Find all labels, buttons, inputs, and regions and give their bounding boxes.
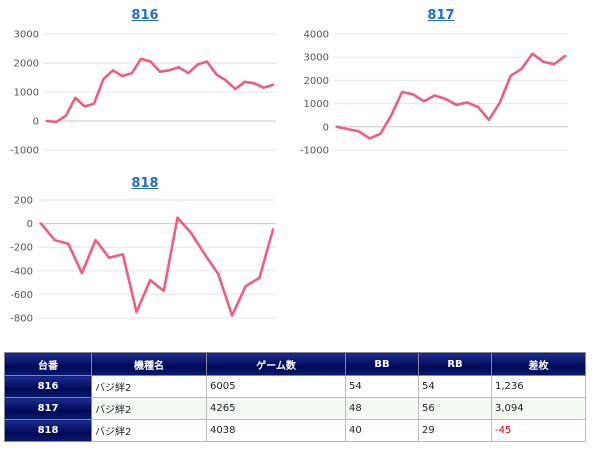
table-header-row: 台番 機種名 ゲーム数 BB RB 差枚 (4, 352, 586, 376)
diff-cell: -45 (491, 419, 586, 442)
y-tick-label: -1000 (10, 146, 39, 157)
bb-cell: 54 (345, 375, 419, 398)
chart-817: 817 -1000 0 1000 2000 3000 4000 (296, 8, 586, 158)
chart-svg-816: -1000 0 1000 2000 3000 (10, 30, 276, 157)
header-model: 機種名 (91, 352, 207, 376)
bb-cell: 48 (345, 397, 419, 420)
header-bb: BB (345, 352, 419, 376)
bb-cell: 40 (345, 419, 419, 442)
chart-svg-818: -800 -600 -400 -200 0 200 (10, 196, 276, 325)
y-tick-label: -200 (10, 243, 33, 254)
unit-cell: 816 (4, 375, 92, 398)
y-tick-label: 3000 (14, 30, 39, 41)
y-tick-label: 0 (323, 122, 329, 133)
games-cell: 4038 (206, 419, 346, 442)
rb-cell: 29 (418, 419, 492, 442)
games-cell: 4265 (206, 397, 346, 420)
y-tick-label: -400 (10, 266, 33, 277)
rb-cell: 54 (418, 375, 492, 398)
series-line (39, 216, 275, 317)
y-tick-label: 0 (27, 219, 33, 230)
chart-title-818[interactable]: 818 (131, 176, 159, 191)
y-tick-label: 1000 (14, 88, 39, 99)
y-tick-label: -800 (10, 314, 33, 325)
series-line (335, 52, 567, 140)
rb-cell: 56 (418, 397, 492, 420)
machine-table: 台番 機種名 ゲーム数 BB RB 差枚 816 バジ絆2 6005 54 54… (4, 352, 586, 442)
header-rb: RB (418, 352, 492, 376)
y-tick-label: 3000 (304, 53, 329, 64)
table-row: 818 バジ絆2 4038 40 29 -45 (4, 419, 586, 442)
y-tick-label: 1000 (304, 99, 329, 110)
chart-title-817[interactable]: 817 (427, 8, 455, 23)
y-tick-label: 0 (33, 117, 39, 128)
header-unit: 台番 (4, 352, 92, 376)
y-tick-label: 2000 (14, 59, 39, 70)
games-cell: 6005 (206, 375, 346, 398)
chart-svg-817: -1000 0 1000 2000 3000 4000 (300, 30, 568, 157)
header-games: ゲーム数 (206, 352, 346, 376)
series-line (45, 57, 275, 124)
chart-818: 818 -800 -600 -400 -200 0 200 (0, 176, 290, 326)
y-tick-label: 200 (14, 196, 33, 207)
chart-816: 816 -1000 0 1000 2000 3000 (0, 8, 290, 158)
table-row: 817 バジ絆2 4265 48 56 3,094 (4, 397, 586, 420)
model-cell: バジ絆2 (91, 397, 207, 420)
y-tick-label: -1000 (300, 146, 329, 157)
diff-cell: 1,236 (491, 375, 586, 398)
header-diff: 差枚 (491, 352, 586, 376)
diff-cell: 3,094 (491, 397, 586, 420)
y-tick-label: 4000 (304, 30, 329, 41)
y-tick-label: -600 (10, 290, 33, 301)
y-tick-label: 2000 (304, 76, 329, 87)
model-cell: バジ絆2 (91, 375, 207, 398)
unit-cell: 818 (4, 419, 92, 442)
chart-title-816[interactable]: 816 (131, 8, 159, 23)
model-cell: バジ絆2 (91, 419, 207, 442)
table-row: 816 バジ絆2 6005 54 54 1,236 (4, 375, 586, 398)
unit-cell: 817 (4, 397, 92, 420)
